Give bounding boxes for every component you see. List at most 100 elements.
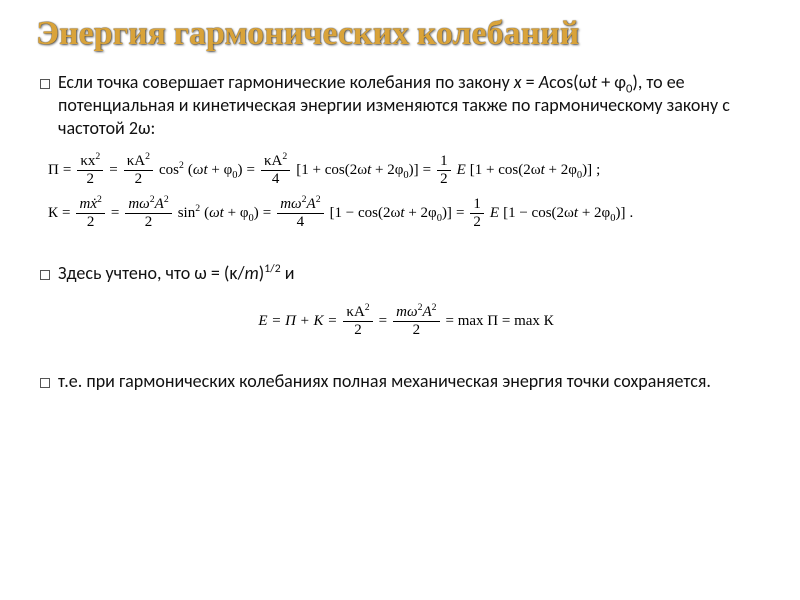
den2e: 2 <box>351 322 365 338</box>
rp1: ) <box>238 162 243 178</box>
frac-half2: 1 2 <box>470 197 484 230</box>
bullet-2: Здесь учтено, что ω = (κ/m)1/2 и <box>36 262 764 285</box>
eq-potential: П = κx2 2 = κA2 2 cos2 (ωt + φ0) = κA2 4… <box>48 154 764 187</box>
A-sq-c: 2 <box>432 302 437 313</box>
E1: E <box>457 163 466 178</box>
E-mid: = <box>379 314 387 329</box>
cos-lbl: cos <box>159 162 179 178</box>
frac-mw2A2-c: mω2A2 2 <box>393 305 439 338</box>
mxdot: mẋ <box>79 196 97 212</box>
op1: [1 + cos(2ω <box>296 162 367 178</box>
tl1c: + 2φ <box>545 162 577 178</box>
b3-text: т.е. при гармонических колебаниях полная… <box>58 370 711 392</box>
period1: . <box>629 206 633 221</box>
den4b: 4 <box>294 214 308 230</box>
Ab: A <box>307 196 316 212</box>
pl2: + <box>224 205 240 221</box>
eq-eq5: = <box>62 206 70 221</box>
den2a: 2 <box>84 171 98 187</box>
rp2: ) <box>254 205 259 221</box>
E-max: = max П = max К <box>446 314 554 329</box>
arg1: (ωt + φ0) <box>188 163 243 178</box>
hd1: 2 <box>437 171 451 187</box>
eq-kinetic: К = mẋ2 2 = mω2A2 2 sin2 (ωt + φ0) = mω2… <box>48 197 764 230</box>
equation-block-2: E = П + К = κA2 2 = mω2A2 2 = max П = ma… <box>36 297 764 356</box>
arg2: (ωt + φ0) <box>204 206 259 221</box>
frac-kA2a: κA2 2 <box>124 154 153 187</box>
tl1: + 2φ <box>371 162 403 178</box>
b1-A: A <box>539 71 549 93</box>
frac-mx2: mẋ2 2 <box>76 197 104 230</box>
om1: [1 − cos(2ω <box>330 205 401 221</box>
frac-mw2A2b: mω2A2 4 <box>277 197 323 230</box>
bullet-list-3: т.е. при гармонических колебаниях полная… <box>36 370 764 393</box>
slide-title: Энергия гармонических колебаний <box>36 14 764 53</box>
kA2-sq: 2 <box>282 151 287 162</box>
hn1: 1 <box>437 154 451 171</box>
eq-eq6: = <box>111 206 119 221</box>
bullet-list: Если точка совершает гармонические колеб… <box>36 71 764 140</box>
den2b: 2 <box>132 171 146 187</box>
frac-kA2b: κA2 4 <box>261 154 290 187</box>
Aa: A <box>155 196 164 212</box>
mx-sq: 2 <box>97 194 102 205</box>
b1-eq1: = <box>522 71 539 93</box>
den2d: 2 <box>142 214 156 230</box>
b2-post: и <box>281 262 295 284</box>
eq-total-energy: E = П + К = κA2 2 = mω2A2 2 = max П = ma… <box>48 305 764 338</box>
cos-sq: 2 <box>179 160 184 171</box>
equation-block-1: П = κx2 2 = κA2 2 cos2 (ωt + φ0) = κA2 4… <box>36 146 764 248</box>
den2c: 2 <box>84 214 98 230</box>
b1-text: Если точка совершает гармонические колеб… <box>58 71 514 93</box>
eq-eq: = <box>63 163 71 178</box>
eq-eq3: = <box>247 163 255 178</box>
kx: κx <box>80 153 95 169</box>
tl2: + 2φ <box>405 205 437 221</box>
den2f: 2 <box>410 322 424 338</box>
A-sq: 2 <box>164 194 169 205</box>
b2-exp: 1/2 <box>264 262 280 276</box>
frac-half1: 1 2 <box>437 154 451 187</box>
tl1d: )] <box>582 162 592 178</box>
A-sq2: 2 <box>316 194 321 205</box>
br1b: [1 + cos(2ωt + 2φ0)] <box>470 163 592 178</box>
eq-eq7: = <box>263 206 271 221</box>
frac-mw2A2a: mω2A2 2 <box>125 197 171 230</box>
bullet-1: Если точка совершает гармонические колеб… <box>36 71 764 140</box>
b1-plus: + φ <box>597 71 626 93</box>
tl2b: )] <box>442 205 452 221</box>
den4a: 4 <box>269 171 283 187</box>
eq-eq8: = <box>456 206 464 221</box>
cos2: cos2 <box>159 163 184 178</box>
kA2: κA <box>264 153 282 169</box>
wt1: ωt <box>193 162 208 178</box>
eq-K: К <box>48 206 58 221</box>
bullet-3: т.е. при гармонических колебаниях полная… <box>36 370 764 393</box>
E2: E <box>490 206 499 221</box>
op1b: [1 + cos(2ω <box>470 162 541 178</box>
sin-sq: 2 <box>195 203 200 214</box>
mw: mω <box>128 196 149 212</box>
slide: Энергия гармонических колебаний Если точ… <box>0 0 800 600</box>
b2-pre: Здесь учтено, что ω = (κ/ <box>58 262 245 284</box>
b1-cos: cos(ω <box>549 71 591 93</box>
mw-c: mω <box>396 304 417 320</box>
br2b: [1 − cos(2ωt + 2φ0)] <box>503 206 625 221</box>
om1b: [1 − cos(2ω <box>503 205 574 221</box>
br1: [1 + cos(2ωt + 2φ0)] <box>296 163 418 178</box>
kA-c-sq: 2 <box>365 302 370 313</box>
sin2: sin2 <box>178 206 200 221</box>
eq-pi: П <box>48 163 59 178</box>
eq-eq4: = <box>423 163 431 178</box>
eq-eq2: = <box>109 163 117 178</box>
kA-c: κA <box>346 304 364 320</box>
tl1b: )] <box>409 162 419 178</box>
kA-sq: 2 <box>145 151 150 162</box>
sin-lbl: sin <box>178 205 196 221</box>
frac-kA2-c: κA2 2 <box>343 305 372 338</box>
pl1: + <box>208 162 224 178</box>
kA: κA <box>127 153 145 169</box>
E-pre: E = П + К = <box>258 314 337 329</box>
b1-x: x <box>514 71 522 93</box>
wt2: ωt <box>209 205 224 221</box>
